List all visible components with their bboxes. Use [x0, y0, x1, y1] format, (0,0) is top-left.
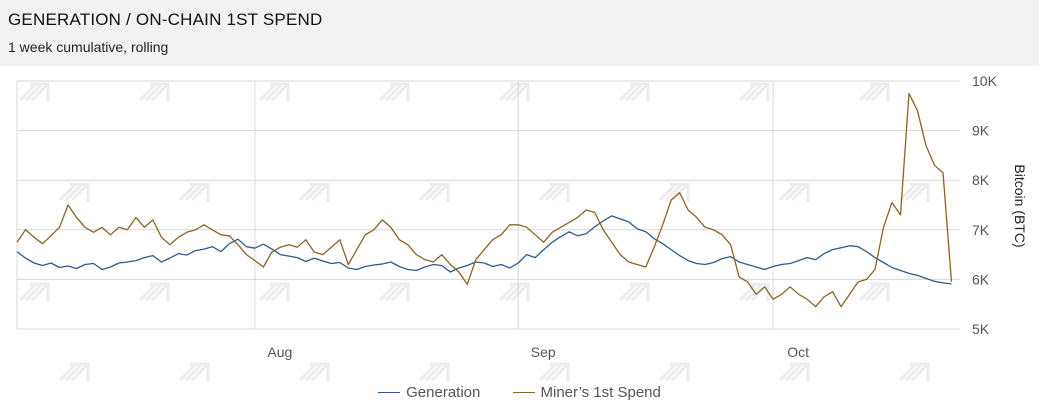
- chart-legend: Generation Miner’s 1st Spend: [0, 380, 1039, 401]
- legend-swatch-miner-spend: [512, 392, 535, 393]
- legend-label-generation: Generation: [406, 384, 481, 401]
- chart-subtitle: 1 week cumulative, rolling: [8, 39, 169, 55]
- x-axis: Aug Sep Oct: [267, 344, 809, 360]
- x-tick-label: Aug: [267, 344, 292, 360]
- y-axis: 5K 6K 7K 8K 9K 10K: [972, 73, 998, 337]
- y-tick-label: 8K: [972, 172, 990, 188]
- y-tick-label: 7K: [972, 222, 990, 238]
- y-tick-label: 10K: [972, 73, 998, 89]
- series-line-generation: [16, 215, 952, 285]
- y-tick-label: 5K: [972, 321, 990, 337]
- grid: [16, 80, 960, 330]
- legend-swatch-generation: [378, 392, 401, 393]
- x-tick-label: Oct: [787, 344, 809, 360]
- chart-title: GENERATION / ON-CHAIN 1ST SPEND: [8, 10, 323, 29]
- legend-label-miner-spend: Miner’s 1st Spend: [540, 384, 661, 401]
- series-layer: [16, 92, 953, 308]
- y-tick-label: 6K: [972, 271, 990, 287]
- y-axis-label: Bitcoin (BTC): [1012, 164, 1028, 247]
- x-tick-label: Sep: [531, 344, 556, 360]
- legend-item-miner-spend[interactable]: Miner’s 1st Spend: [512, 384, 661, 401]
- legend-item-generation[interactable]: Generation: [378, 384, 480, 401]
- chart-header: GENERATION / ON-CHAIN 1ST SPEND 1 week c…: [0, 0, 1039, 66]
- line-chart: 5K 6K 7K 8K 9K 10K Aug Sep Oct Bitcoin (BTC): [16, 73, 1028, 360]
- series-line-miner-spend: [16, 92, 953, 308]
- y-tick-label: 9K: [972, 123, 990, 139]
